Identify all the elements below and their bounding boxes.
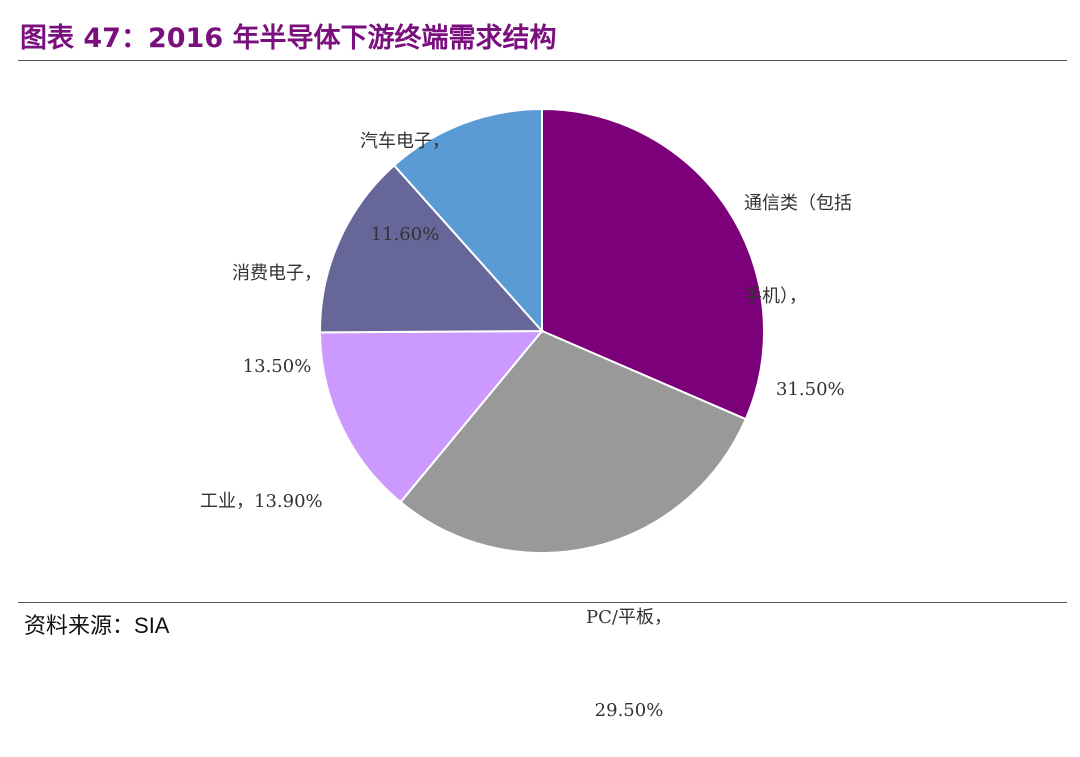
source-note: 资料来源：SIA [24,608,169,640]
slice-consumer-electronics [319,163,545,334]
source-prefix: 资料来源： [24,614,135,639]
slice-pc-tablet [399,329,748,554]
top-divider [18,60,1067,61]
bottom-divider [18,602,1067,603]
slice-label-consumer-electronics: 消费电子， 13.50% [232,263,322,377]
slice-industrial [318,329,545,504]
slice-label-pc-tablet: PC/平板， 29.50% [586,607,672,721]
chart-title: 图表 47：2016 年半导体下游终端需求结构 [20,23,557,54]
slice-label-industrial: 工业，13.90% [200,491,323,512]
slice-automotive [392,107,543,334]
slice-label-communications: 通信类（包括 手机）， 31.50% [744,193,852,400]
source-value: SIA [134,613,170,638]
slice-communications [541,107,765,421]
slice-label-automotive: 汽车电子， 11.60% [360,131,450,245]
pie-chart [318,107,765,554]
